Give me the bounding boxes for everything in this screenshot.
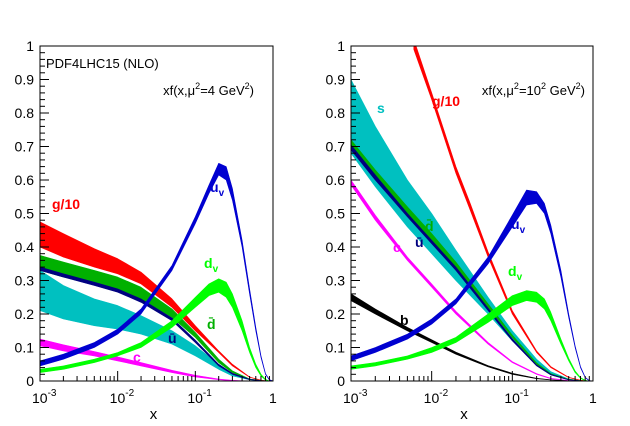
x-tick-label: 10-2 [424,388,449,406]
x-tick-label: 1 [589,390,597,406]
series-label-d_v: dv [508,263,523,283]
panel-right: 0 0.1 0.2 0.3 0.4 0.5 0.6 0.7 0.8 0.9 1 10-3 10-2 10-… [326,38,597,423]
y-tick-label: 0.1 [15,340,35,356]
series-label-b: b [400,312,409,328]
x-tick-label: 10-3 [343,388,368,406]
series-label-d_v: dv [204,255,219,275]
x-tick-label: 1 [269,390,277,406]
series-label-dbar: d̄ [207,315,216,332]
x-axis-title: x [150,406,158,423]
y-tick-label: 1 [26,38,34,54]
series-label-c: c [393,239,401,255]
y-tick-label: 0.2 [15,306,35,322]
y-tick-label: 0.7 [15,139,35,155]
x-tick-label: 10-3 [32,388,57,406]
y-tick-label: 0.5 [15,206,35,222]
y-tick-label: 0.3 [15,273,35,289]
x-axis-title: x [460,406,468,423]
y-tick-label: 0.6 [326,172,346,188]
band-c [40,338,270,381]
series-label-ubar: ū [415,234,424,250]
y-tick-label: 0.6 [15,172,35,188]
y-tick-label: 0.1 [326,340,346,356]
x-tick-label: 10-1 [504,388,529,406]
y-tick-label: 0.2 [326,306,346,322]
band-b [351,293,590,381]
series-label-g10: g/10 [52,196,80,212]
y-tick-label: 1 [337,38,345,54]
y-tick-label: 0.9 [326,72,346,88]
scale-annotation: xf(x,μ2=102 GeV2) [482,81,585,98]
series-label-ubar: ū [168,330,177,346]
y-tick-label: 0.8 [15,105,35,121]
band-d_v [40,278,273,381]
series-label-dbar: d̄ [425,217,434,234]
y-tick-label: 0.7 [326,139,346,155]
x-tick-label: 10-2 [110,388,135,406]
y-tick-label: 0.5 [326,206,346,222]
y-tick-label: 0.4 [15,239,35,255]
y-tick-label: 0.3 [326,273,346,289]
y-tick-label: 0.8 [326,105,346,121]
band-d_v [351,290,593,381]
y-tick-label: 0 [26,373,34,389]
series-label-c: c [133,349,141,365]
chart-title: PDF4LHC15 (NLO) [46,56,159,71]
series-label-s: s [377,100,385,116]
panel-left: 0 0.1 0.2 0.3 0.4 0.5 0.6 0.7 0.8 0.9 1 10-3 10-2 10-… [15,38,277,423]
scale-annotation: xf(x,μ2=4 GeV2) [163,81,254,98]
x-tick-label: 10-1 [187,388,212,406]
y-tick-label: 0.9 [15,72,35,88]
y-tick-label: 0 [337,373,345,389]
series-label-u_v: uv [210,179,225,199]
series-label-g10: g/10 [432,93,460,109]
series-label-u_v: uv [511,216,526,236]
y-tick-label: 0.4 [326,239,346,255]
